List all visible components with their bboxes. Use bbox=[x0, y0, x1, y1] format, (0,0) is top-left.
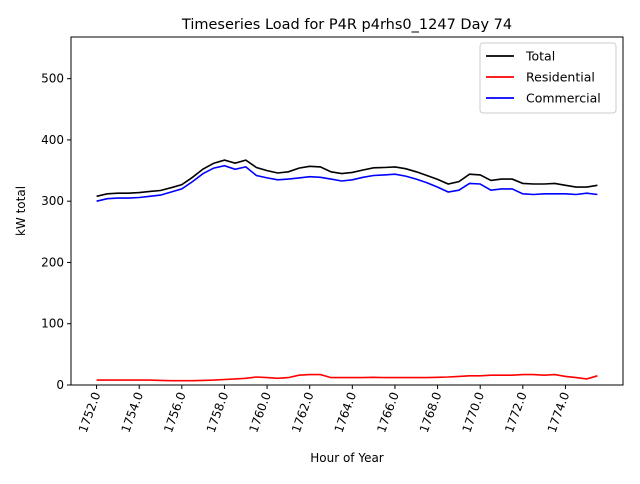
y-tick-label: 200 bbox=[41, 255, 64, 269]
legend-label-residential: Residential bbox=[526, 70, 595, 85]
x-axis-ticks: 1752.0 1754.0 1756.0 1758.0 1760.0 1762.0 1764… bbox=[76, 385, 572, 434]
y-tick-label: 500 bbox=[41, 72, 64, 86]
y-tick-label: 100 bbox=[41, 317, 64, 331]
legend-label-total: Total bbox=[525, 49, 555, 64]
x-tick-label: 1770.0 bbox=[460, 390, 488, 434]
y-axis-label: kW total bbox=[14, 186, 28, 236]
x-tick-label: 1752.0 bbox=[76, 390, 104, 434]
y-tick-label: 400 bbox=[41, 133, 64, 147]
x-tick-label: 1754.0 bbox=[118, 390, 146, 434]
x-axis-label: Hour of Year bbox=[310, 451, 384, 465]
x-tick-label: 1758.0 bbox=[204, 390, 232, 434]
legend: Total Residential Commercial bbox=[479, 42, 617, 114]
chart-title: Timeseries Load for P4R p4rhs0_1247 Day … bbox=[181, 17, 512, 33]
x-tick-label: 1764.0 bbox=[332, 390, 360, 434]
plot-frame bbox=[70, 36, 624, 386]
x-tick-label: 1766.0 bbox=[374, 390, 402, 434]
x-tick-label: 1760.0 bbox=[246, 390, 274, 434]
x-tick-label: 1768.0 bbox=[417, 390, 445, 434]
series-line-total bbox=[96, 159, 598, 198]
legend-frame bbox=[479, 42, 617, 114]
x-tick-label: 1774.0 bbox=[545, 390, 573, 434]
series-lines bbox=[96, 159, 598, 382]
y-tick-label: 300 bbox=[41, 194, 64, 208]
x-tick-label: 1756.0 bbox=[161, 390, 189, 434]
series-line-residential bbox=[96, 373, 598, 382]
legend-label-commercial: Commercial bbox=[526, 91, 601, 106]
y-axis-ticks: 0 100 200 300 400 500 bbox=[41, 72, 71, 392]
series-line-commercial bbox=[96, 164, 598, 202]
y-tick-label: 0 bbox=[56, 378, 64, 392]
x-tick-label: 1762.0 bbox=[289, 390, 317, 434]
x-tick-label: 1772.0 bbox=[502, 390, 530, 434]
